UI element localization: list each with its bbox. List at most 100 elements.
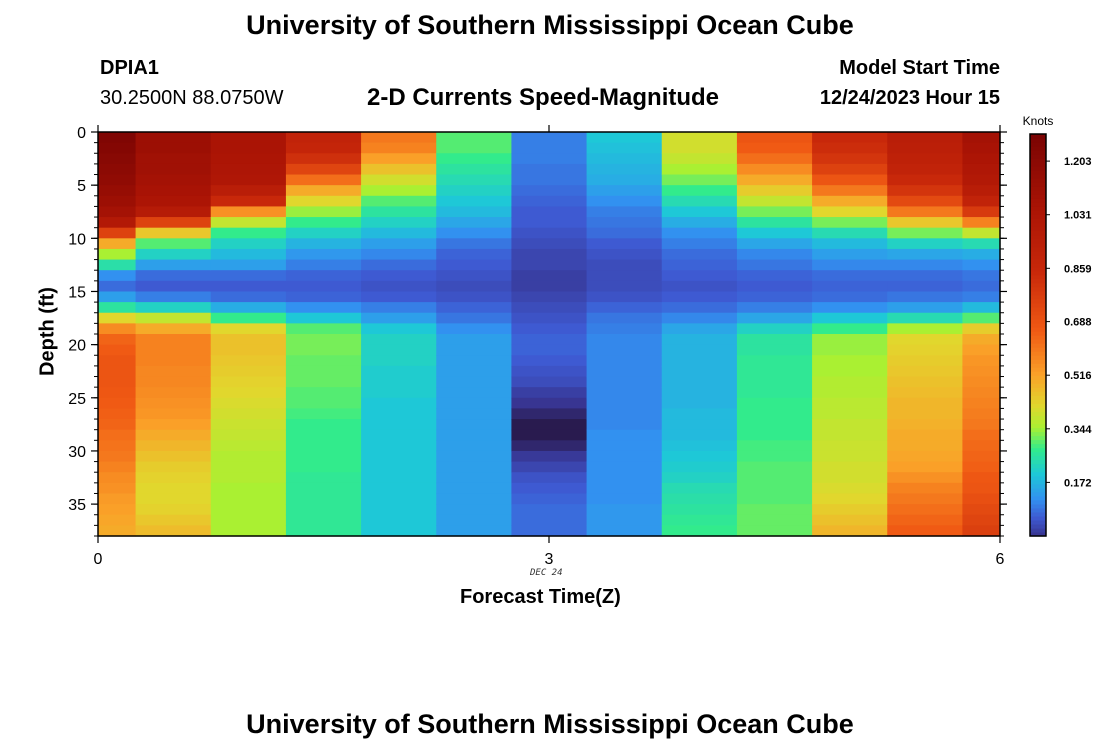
- heatmap-cell: [661, 323, 738, 335]
- heatmap-cell: [887, 195, 964, 208]
- heatmap-cell: [436, 163, 513, 176]
- heatmap-cell: [436, 525, 513, 537]
- heatmap-cell: [511, 163, 588, 176]
- heatmap-cell: [661, 132, 738, 144]
- colorbar-segment: [1030, 479, 1046, 485]
- heatmap-cell: [210, 376, 287, 388]
- heatmap-cell: [736, 323, 813, 335]
- heatmap-cell: [511, 238, 588, 250]
- heatmap-cell: [135, 376, 212, 388]
- colorbar-segment: [1030, 371, 1046, 376]
- heatmap-cell: [887, 344, 964, 356]
- heatmap-cell: [361, 493, 437, 505]
- heatmap-cell: [962, 514, 1001, 526]
- heatmap-cell: [361, 419, 437, 431]
- heatmap-cell: [210, 387, 287, 399]
- heatmap-cell: [285, 472, 362, 484]
- heatmap-cell: [586, 514, 663, 526]
- heatmap-cell: [98, 397, 137, 410]
- heatmap-cell: [210, 248, 287, 261]
- heatmap-cell: [210, 334, 287, 346]
- colorbar-segment: [1030, 262, 1046, 268]
- heatmap-cell: [285, 387, 362, 399]
- heatmap-cell: [511, 440, 588, 452]
- heatmap-cell: [812, 334, 888, 346]
- heatmap-cell: [887, 355, 964, 367]
- heatmap-cell: [812, 376, 888, 388]
- heatmap-cell: [736, 334, 813, 346]
- colorbar-segment: [1030, 467, 1046, 473]
- heatmap-cell: [586, 206, 663, 218]
- heatmap-cell: [361, 302, 437, 314]
- colorbar-segment: [1030, 399, 1046, 404]
- heatmap-cell: [962, 355, 1001, 367]
- colorbar-segment: [1030, 186, 1046, 191]
- y-tick-label: 35: [68, 497, 86, 514]
- heatmap-cell: [361, 238, 437, 250]
- heatmap-cell: [361, 227, 437, 239]
- heatmap-cell: [812, 195, 888, 208]
- heatmap-cell: [962, 376, 1001, 388]
- heatmap-cell: [812, 355, 888, 367]
- heatmap-cell: [135, 355, 212, 367]
- heatmap-cell: [210, 206, 287, 218]
- heatmap-cell: [98, 440, 137, 452]
- heatmap-cell: [812, 217, 888, 229]
- heatmap-cell: [661, 185, 738, 197]
- heatmap-cell: [135, 302, 212, 314]
- heatmap-cell: [436, 280, 513, 293]
- heatmap-cell: [511, 461, 588, 473]
- colorbar-segment: [1030, 214, 1046, 220]
- heatmap-cell: [661, 291, 738, 303]
- colorbar-segment: [1030, 391, 1046, 396]
- heatmap-cell: [436, 195, 513, 208]
- heatmap-cell: [887, 504, 964, 516]
- heatmap-cell: [812, 440, 888, 452]
- heatmap-cell: [135, 429, 212, 441]
- heatmap-cell: [661, 408, 738, 420]
- heatmap-cell: [285, 217, 362, 229]
- heatmap-cell: [586, 472, 663, 484]
- heatmap-cell: [210, 227, 287, 239]
- heatmap-cell: [210, 132, 287, 144]
- heatmap-cell: [736, 217, 813, 229]
- heatmap-cell: [98, 387, 137, 399]
- heatmap-cell: [887, 323, 964, 335]
- heatmap-cell: [812, 323, 888, 335]
- heatmap-cell: [285, 429, 362, 441]
- heatmap-cell: [736, 344, 813, 356]
- heatmap-cell: [98, 153, 137, 165]
- heatmap-cell: [98, 355, 137, 367]
- colorbar-segment: [1030, 166, 1046, 171]
- heatmap-cell: [736, 302, 813, 314]
- page-title: University of Southern Mississippi Ocean…: [246, 10, 854, 40]
- colorbar-segment: [1030, 475, 1046, 481]
- heatmap-cell: [962, 227, 1001, 239]
- heatmap-cell: [586, 429, 663, 441]
- heatmap-cell: [210, 440, 287, 452]
- heatmap-cell: [586, 174, 663, 186]
- colorbar-tick-label: 0.516: [1064, 370, 1092, 382]
- colorbar-segment: [1030, 190, 1046, 195]
- heatmap-cell: [210, 153, 287, 165]
- heatmap-cell: [436, 514, 513, 526]
- heatmap-cell: [285, 206, 362, 218]
- heatmap-cell: [98, 227, 137, 239]
- colorbar-segment: [1030, 294, 1046, 300]
- colorbar-segment: [1030, 347, 1046, 352]
- heatmap-cell: [586, 397, 663, 410]
- heatmap-cell: [210, 493, 287, 505]
- heatmap-cell: [962, 153, 1001, 165]
- heatmap-cell: [135, 185, 212, 197]
- heatmap-cell: [361, 206, 437, 218]
- colorbar-segment: [1030, 178, 1046, 183]
- heatmap-cell: [361, 291, 437, 303]
- heatmap-cell: [586, 408, 663, 420]
- heatmap-cell: [962, 461, 1001, 473]
- colorbar-segment: [1030, 471, 1046, 477]
- heatmap-cell: [887, 365, 964, 378]
- heatmap-cell: [661, 397, 738, 410]
- heatmap-cell: [436, 174, 513, 186]
- colorbar-segment: [1030, 290, 1046, 296]
- heatmap-cell: [361, 217, 437, 229]
